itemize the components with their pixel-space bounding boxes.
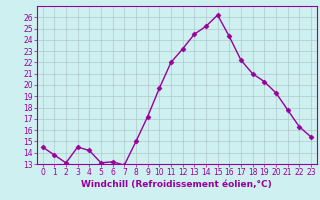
- X-axis label: Windchill (Refroidissement éolien,°C): Windchill (Refroidissement éolien,°C): [81, 180, 272, 189]
